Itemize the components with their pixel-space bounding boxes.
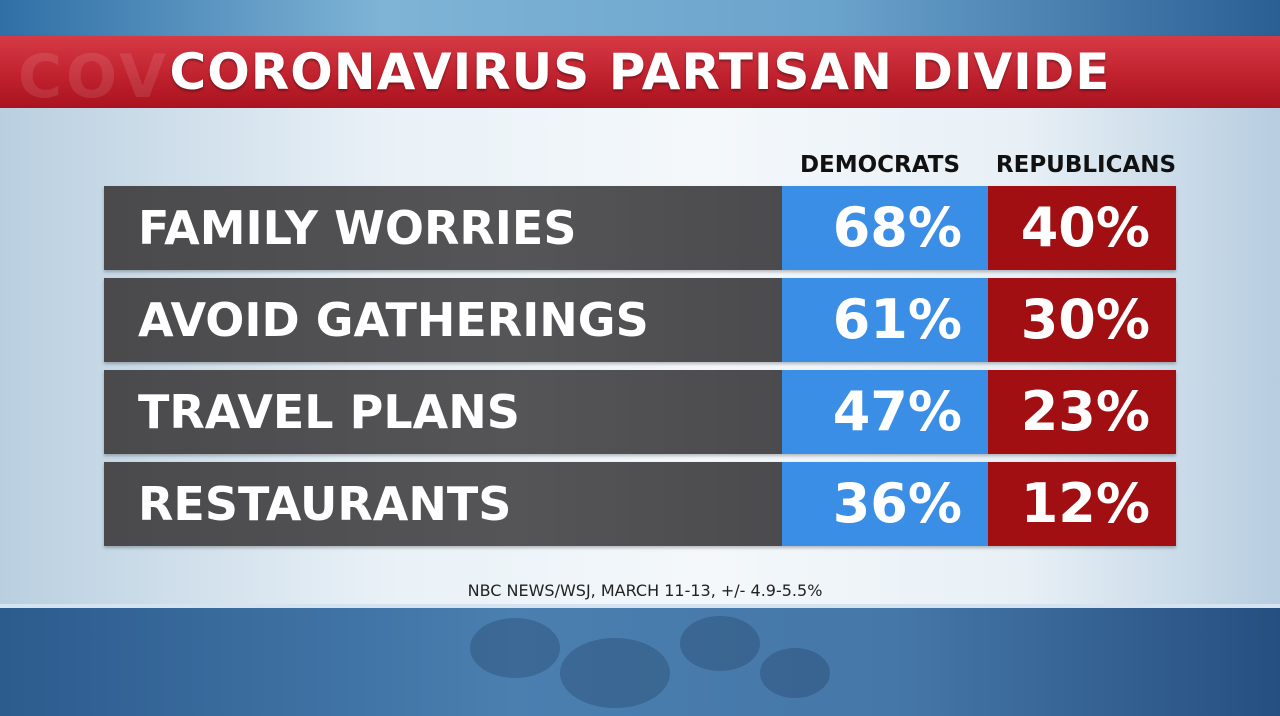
republicans-value: 12% — [988, 462, 1176, 546]
background-blob — [680, 616, 760, 671]
table-row: AVOID GATHERINGS 61% 30% — [104, 278, 1176, 362]
democrats-value: 61% — [782, 278, 988, 362]
chart-title: CORONAVIRUS PARTISAN DIVIDE — [169, 43, 1111, 101]
column-header-democrats: DEMOCRATS — [799, 152, 961, 178]
row-label: AVOID GATHERINGS — [104, 278, 782, 362]
democrats-value: 47% — [782, 370, 988, 454]
source-note: NBC NEWS/WSJ, MARCH 11-13, +/- 4.9-5.5% — [467, 581, 823, 600]
title-band: COV CORONAVIRUS PARTISAN DIVIDE — [0, 36, 1280, 112]
row-label: FAMILY WORRIES — [104, 186, 782, 270]
panel-edge — [0, 604, 1280, 608]
row-label: RESTAURANTS — [104, 462, 782, 546]
row-label: TRAVEL PLANS — [104, 370, 782, 454]
democrats-value: 68% — [782, 186, 988, 270]
republicans-value: 23% — [988, 370, 1176, 454]
democrats-value: 36% — [782, 462, 988, 546]
background-blob — [470, 618, 560, 678]
republicans-value: 40% — [988, 186, 1176, 270]
table-row: TRAVEL PLANS 47% 23% — [104, 370, 1176, 454]
background-blob — [760, 648, 830, 698]
background-blob — [560, 638, 670, 708]
table-row: RESTAURANTS 36% 12% — [104, 462, 1176, 546]
top-background — [0, 0, 1280, 36]
bottom-background — [0, 608, 1280, 716]
republicans-value: 30% — [988, 278, 1176, 362]
title-watermark: COV — [18, 42, 170, 112]
table-row: FAMILY WORRIES 68% 40% — [104, 186, 1176, 270]
column-header-republicans: REPUBLICANS — [995, 152, 1177, 178]
